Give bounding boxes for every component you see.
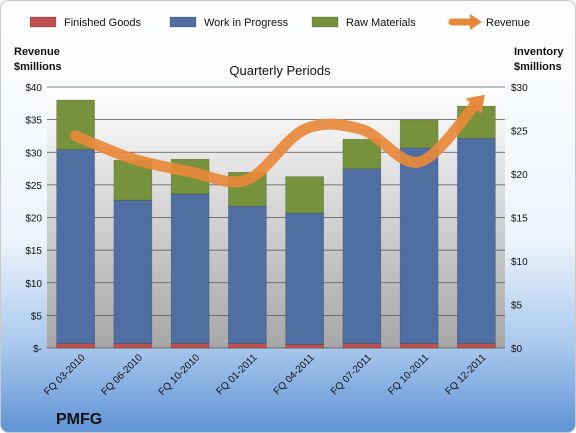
left-axis-title-line2: $millions — [14, 61, 62, 73]
revenue-line — [70, 97, 482, 188]
right-tick-label: $10 — [511, 257, 528, 268]
bar-work-in-progress — [342, 168, 382, 344]
bar-finished-goods — [285, 344, 324, 349]
revenue-arrowhead — [465, 94, 485, 114]
bar-finished-goods — [228, 343, 267, 349]
brand-label: PMFG — [56, 411, 102, 428]
bars — [56, 99, 496, 349]
bar-finished-goods — [170, 343, 210, 349]
right-tick-label: $15 — [511, 214, 528, 225]
left-axis-title-line1: Revenue — [14, 46, 60, 58]
right-tick-label: $30 — [511, 83, 528, 94]
left-tick-label: $15 — [25, 246, 42, 257]
bar-work-in-progress — [56, 149, 95, 344]
revenue-line-group — [70, 94, 485, 188]
left-tick-label: $35 — [25, 116, 42, 127]
legend-swatch-arrow — [470, 14, 482, 30]
bar-work-in-progress — [113, 199, 153, 344]
bar-work-in-progress — [399, 147, 439, 344]
legend-label: Revenue — [486, 17, 530, 29]
legend-label: Work in Progress — [204, 17, 289, 29]
right-tick-label: $20 — [511, 170, 528, 181]
right-tick-label: $25 — [511, 127, 528, 138]
legend-label: Finished Goods — [64, 17, 142, 29]
right-axis-title-line1: Inventory — [514, 46, 564, 58]
bar-finished-goods — [457, 343, 496, 349]
right-tick-label: $5 — [511, 301, 523, 312]
left-tick-label: $25 — [25, 181, 42, 192]
left-tick-label: $20 — [25, 214, 42, 225]
left-tick-label: $5 — [31, 311, 43, 322]
bar-finished-goods — [113, 343, 153, 349]
right-axis-ticks: $0 $5 $10 $15 $20 $25 $30 — [511, 83, 528, 355]
legend-swatch — [311, 16, 339, 28]
bar-raw-materials — [399, 119, 439, 149]
bar-work-in-progress — [457, 138, 496, 344]
bar-raw-materials — [285, 176, 324, 214]
left-tick-label: $10 — [25, 279, 42, 290]
left-tick-label: $30 — [25, 148, 42, 159]
bar-finished-goods — [342, 343, 382, 349]
legend-swatch — [29, 16, 57, 28]
bar-work-in-progress — [170, 193, 210, 344]
right-tick-label: $0 — [511, 344, 523, 355]
bar-work-in-progress — [285, 212, 324, 345]
right-axis-title-line2: $millions — [514, 61, 562, 73]
bar-finished-goods — [399, 343, 439, 349]
left-axis-ticks: $- $5 $10 $15 $20 $25 $30 $35 $40 — [25, 83, 42, 355]
left-tick-label: $40 — [25, 83, 42, 94]
bar-finished-goods — [56, 343, 95, 349]
legend-swatch — [169, 16, 197, 28]
plot-title: Quarterly Periods — [229, 63, 331, 78]
left-tick-label: $- — [33, 344, 42, 355]
bar-work-in-progress — [228, 205, 267, 344]
bar-raw-materials — [342, 138, 382, 170]
legend: Finished Goods Work in Progress Raw Materi… — [29, 14, 530, 30]
legend-label: Raw Materials — [346, 17, 416, 29]
